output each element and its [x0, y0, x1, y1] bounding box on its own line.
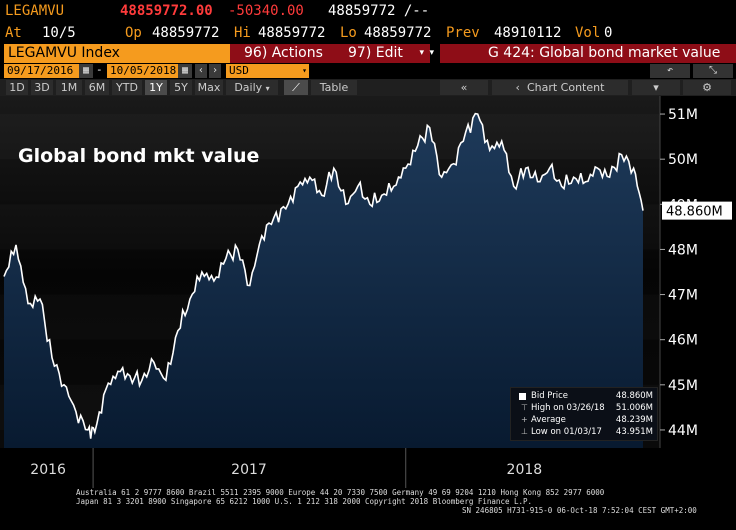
high-marker-icon: ⊤: [521, 403, 528, 412]
security-field[interactable]: LEGAMVU Index: [4, 44, 232, 63]
dropdown-icon: ▾: [265, 84, 270, 93]
quote-row-1: LEGAMVU 48859772.00 -50340.00 48859772 /…: [0, 0, 736, 22]
period-select[interactable]: Daily ▾: [226, 80, 278, 95]
y-tick-label: 44M: [668, 423, 698, 439]
y-tick-label: 51M: [668, 107, 698, 123]
footer-session: SN 246805 H731-915-0 06-Oct-18 7:52:04 C…: [462, 506, 697, 515]
x-axis-label: 2016: [30, 462, 66, 478]
footer-copyright: Japan 81 3 3201 8900 Singapore 65 6212 1…: [76, 497, 533, 506]
ticker: LEGAMVU: [5, 3, 65, 19]
collapse-icon[interactable]: «: [440, 80, 488, 95]
x-axis-label: 2017: [231, 462, 267, 478]
at-value: 10/5: [42, 25, 76, 41]
open-value: 48859772: [152, 25, 220, 41]
x-axis-label: 2018: [507, 462, 543, 478]
legend-low-label: Low on 01/03/17: [531, 427, 602, 437]
range-6m[interactable]: 6M: [85, 80, 109, 95]
range-1d[interactable]: 1D: [6, 80, 28, 95]
dropdown-icon: ▾: [429, 48, 434, 58]
chart-legend: Bid Price 48.860M ⊤ High on 03/26/18 51.…: [510, 387, 658, 441]
chart-title: Global bond mkt value: [18, 145, 259, 167]
legend-high-label: High on 03/26/18: [531, 403, 605, 413]
chevron-right-icon[interactable]: ›: [209, 64, 221, 78]
fullscreen-icon[interactable]: ⤡: [693, 64, 733, 78]
volume-value: 0: [604, 25, 613, 41]
bid-ask: 48859772 /--: [328, 3, 430, 19]
y-tick-label: 50M: [668, 152, 698, 168]
high-label: Hi: [234, 25, 251, 41]
x-axis-area: [0, 448, 736, 488]
chevron-left-icon[interactable]: ‹: [195, 64, 207, 78]
start-date-input[interactable]: 09/17/2016: [4, 64, 79, 78]
end-date-input[interactable]: 10/05/2018: [107, 64, 178, 78]
actions-label: 96) Actions: [244, 45, 323, 61]
date-bar: 09/17/2016 ▦ - 10/05/2018 ▦ ‹ › USD ▾ ↶ …: [0, 63, 736, 79]
currency-select[interactable]: USD ▾: [226, 64, 309, 78]
date-separator: -: [96, 63, 103, 76]
net-change: -50340.00: [228, 3, 304, 19]
low-label: Lo: [340, 25, 357, 41]
legend-bid-label: Bid Price: [531, 391, 569, 401]
quote-row-2: At 10/5 Op 48859772 Hi 48859772 Lo 48859…: [0, 22, 736, 43]
low-marker-icon: ⊥: [521, 427, 528, 436]
volume-label: Vol: [575, 25, 601, 41]
legend-bid-value: 48.860M: [615, 391, 653, 401]
dropdown-icon: ▾: [302, 66, 307, 75]
price-line: [3, 112, 644, 439]
chevron-left-icon: ‹: [515, 81, 520, 94]
range-1m[interactable]: 1M: [56, 80, 82, 95]
prev-value: 48910112: [494, 25, 562, 41]
line-chart-icon[interactable]: ⟋: [284, 80, 308, 95]
range-max[interactable]: Max: [195, 80, 223, 95]
table-button[interactable]: Table: [311, 80, 357, 95]
legend-high-value: 51.006M: [615, 403, 653, 413]
menu-bar: LEGAMVU Index 96) Actions ▾ 97) Edit ▾ G…: [0, 44, 736, 63]
edit-menu[interactable]: 97) Edit ▾: [346, 44, 438, 63]
legend-low-value: 43.951M: [615, 427, 653, 437]
back-arrow-icon[interactable]: ↶: [650, 64, 690, 78]
y-tick-label: 45M: [668, 378, 698, 394]
y-tick-label: 48M: [668, 242, 698, 258]
area-fill: [4, 113, 643, 448]
legend-avg-label: Average: [531, 415, 566, 425]
gear-icon[interactable]: ⚙: [683, 80, 731, 95]
last-value-label: 48.860M: [666, 205, 723, 220]
calendar-icon[interactable]: ▦: [178, 64, 192, 78]
last-value-box: [662, 201, 732, 220]
range-1y[interactable]: 1Y: [145, 80, 167, 95]
bid-price-swatch: [519, 393, 526, 400]
actions-menu[interactable]: 96) Actions ▾: [230, 44, 430, 63]
average-marker-icon: +: [521, 415, 528, 424]
footer-phones: Australia 61 2 9777 8600 Brazil 5511 239…: [76, 488, 605, 497]
settings-menu[interactable]: ▾: [632, 80, 680, 95]
range-3d[interactable]: 3D: [31, 80, 53, 95]
at-label: At: [5, 25, 22, 41]
y-tick-label: 47M: [668, 288, 698, 304]
function-title: G 424: Global bond market value: [440, 44, 736, 63]
y-tick-label: 46M: [668, 333, 698, 349]
chart-content-button[interactable]: ‹ Chart Content: [492, 80, 628, 95]
range-toolbar: 1D 3D 1M 6M YTD 1Y 5Y Max Daily ▾ ⟋ Tabl…: [0, 79, 736, 96]
prev-label: Prev: [446, 25, 480, 41]
calendar-icon[interactable]: ▦: [79, 64, 93, 78]
edit-label: 97) Edit: [348, 45, 403, 61]
open-label: Op: [125, 25, 142, 41]
range-5y[interactable]: 5Y: [170, 80, 192, 95]
low-value: 48859772: [364, 25, 432, 41]
dropdown-icon: ▾: [419, 48, 424, 58]
last-price: 48859772.00: [120, 3, 213, 19]
footer: Australia 61 2 9777 8600 Brazil 5511 239…: [0, 488, 736, 530]
range-ytd[interactable]: YTD: [112, 80, 142, 95]
high-value: 48859772: [258, 25, 326, 41]
legend-avg-value: 48.239M: [615, 415, 653, 425]
